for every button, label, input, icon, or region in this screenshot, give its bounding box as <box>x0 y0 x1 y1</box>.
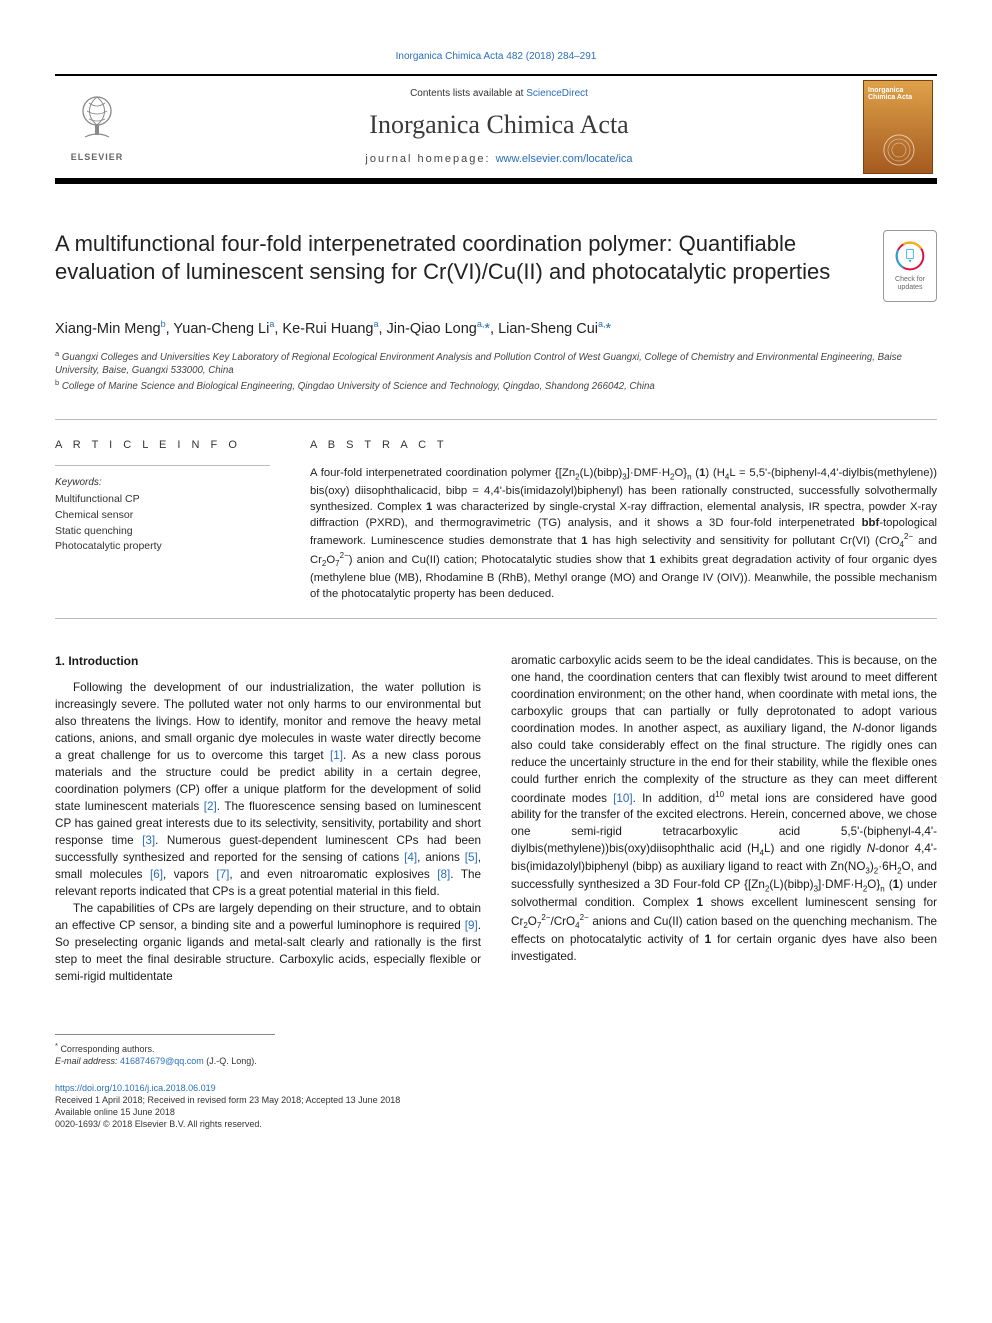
abstract-column: A B S T R A C T A four-fold interpenetra… <box>310 438 937 602</box>
corresponding-note: * Corresponding authors. <box>55 1041 275 1056</box>
intro-paragraph-3: aromatic carboxylic acids seem to be the… <box>511 653 937 966</box>
doi-block: https://doi.org/10.1016/j.ica.2018.06.01… <box>55 1082 937 1131</box>
journal-title: Inorganica Chimica Acta <box>139 107 859 143</box>
check-updates-icon <box>894 240 926 272</box>
email-link[interactable]: 416874679@qq.com <box>120 1056 204 1066</box>
abstract-bottom-rule <box>55 618 937 619</box>
keyword: Photocatalytic property <box>55 539 270 554</box>
sciencedirect-link[interactable]: ScienceDirect <box>526 88 588 99</box>
section-heading-introduction: 1. Introduction <box>55 653 481 670</box>
check-updates-label: Check for updates <box>884 276 936 291</box>
body-column-left: 1. Introduction Following the developmen… <box>55 653 481 986</box>
received-line: Received 1 April 2018; Received in revis… <box>55 1094 937 1106</box>
keywords-label: Keywords: <box>55 476 270 490</box>
journal-reference[interactable]: Inorganica Chimica Acta 482 (2018) 284–2… <box>55 50 937 64</box>
journal-header-band: ELSEVIER Contents lists available at Sci… <box>55 74 937 184</box>
header-center: Contents lists available at ScienceDirec… <box>139 79 859 175</box>
journal-homepage: journal homepage: www.elsevier.com/locat… <box>139 152 859 167</box>
homepage-url[interactable]: www.elsevier.com/locate/ica <box>496 153 633 165</box>
keywords-list: Multifunctional CP Chemical sensor Stati… <box>55 492 270 554</box>
doi-link[interactable]: https://doi.org/10.1016/j.ica.2018.06.01… <box>55 1082 937 1094</box>
available-line: Available online 15 June 2018 <box>55 1106 937 1118</box>
keyword: Multifunctional CP <box>55 492 270 507</box>
article-title: A multifunctional four-fold interpenetra… <box>55 230 865 286</box>
intro-paragraph-2: The capabilities of CPs are largely depe… <box>55 901 481 986</box>
footnotes: * Corresponding authors. E-mail address:… <box>55 1034 275 1068</box>
contents-line: Contents lists available at ScienceDirec… <box>139 87 859 101</box>
info-rule <box>55 465 270 466</box>
cover-swirl-icon <box>882 133 916 167</box>
article-info-heading: A R T I C L E I N F O <box>55 438 270 453</box>
keyword: Chemical sensor <box>55 508 270 523</box>
body-column-right: aromatic carboxylic acids seem to be the… <box>511 653 937 986</box>
intro-paragraph-1: Following the development of our industr… <box>55 680 481 901</box>
cover-title: Inorganica Chimica Acta <box>868 87 928 102</box>
check-updates-badge[interactable]: Check for updates <box>883 230 937 302</box>
elsevier-word: ELSEVIER <box>71 151 124 164</box>
authors: Xiang-Min Mengb, Yuan-Cheng Lia, Ke-Rui … <box>55 318 937 339</box>
journal-cover[interactable]: Inorganica Chimica Acta <box>859 76 937 178</box>
email-line: E-mail address: 416874679@qq.com (J.-Q. … <box>55 1055 275 1068</box>
abstract-heading: A B S T R A C T <box>310 438 937 453</box>
elsevier-tree-icon <box>69 91 125 147</box>
homepage-label: journal homepage: <box>365 153 495 165</box>
abstract-text: A four-fold interpenetrated coordination… <box>310 465 937 602</box>
affiliations: a Guangxi Colleges and Universities Key … <box>55 349 937 393</box>
affiliation-a: a Guangxi Colleges and Universities Key … <box>55 349 937 377</box>
elsevier-logo[interactable]: ELSEVIER <box>55 76 139 178</box>
article-info-column: A R T I C L E I N F O Keywords: Multifun… <box>55 438 270 602</box>
body-two-columns: 1. Introduction Following the developmen… <box>55 653 937 986</box>
journal-cover-image: Inorganica Chimica Acta <box>863 80 933 174</box>
affiliation-b: b College of Marine Science and Biologic… <box>55 378 937 393</box>
copyright-line: 0020-1693/ © 2018 Elsevier B.V. All righ… <box>55 1118 937 1130</box>
contents-prefix: Contents lists available at <box>410 88 526 99</box>
keyword: Static quenching <box>55 524 270 539</box>
